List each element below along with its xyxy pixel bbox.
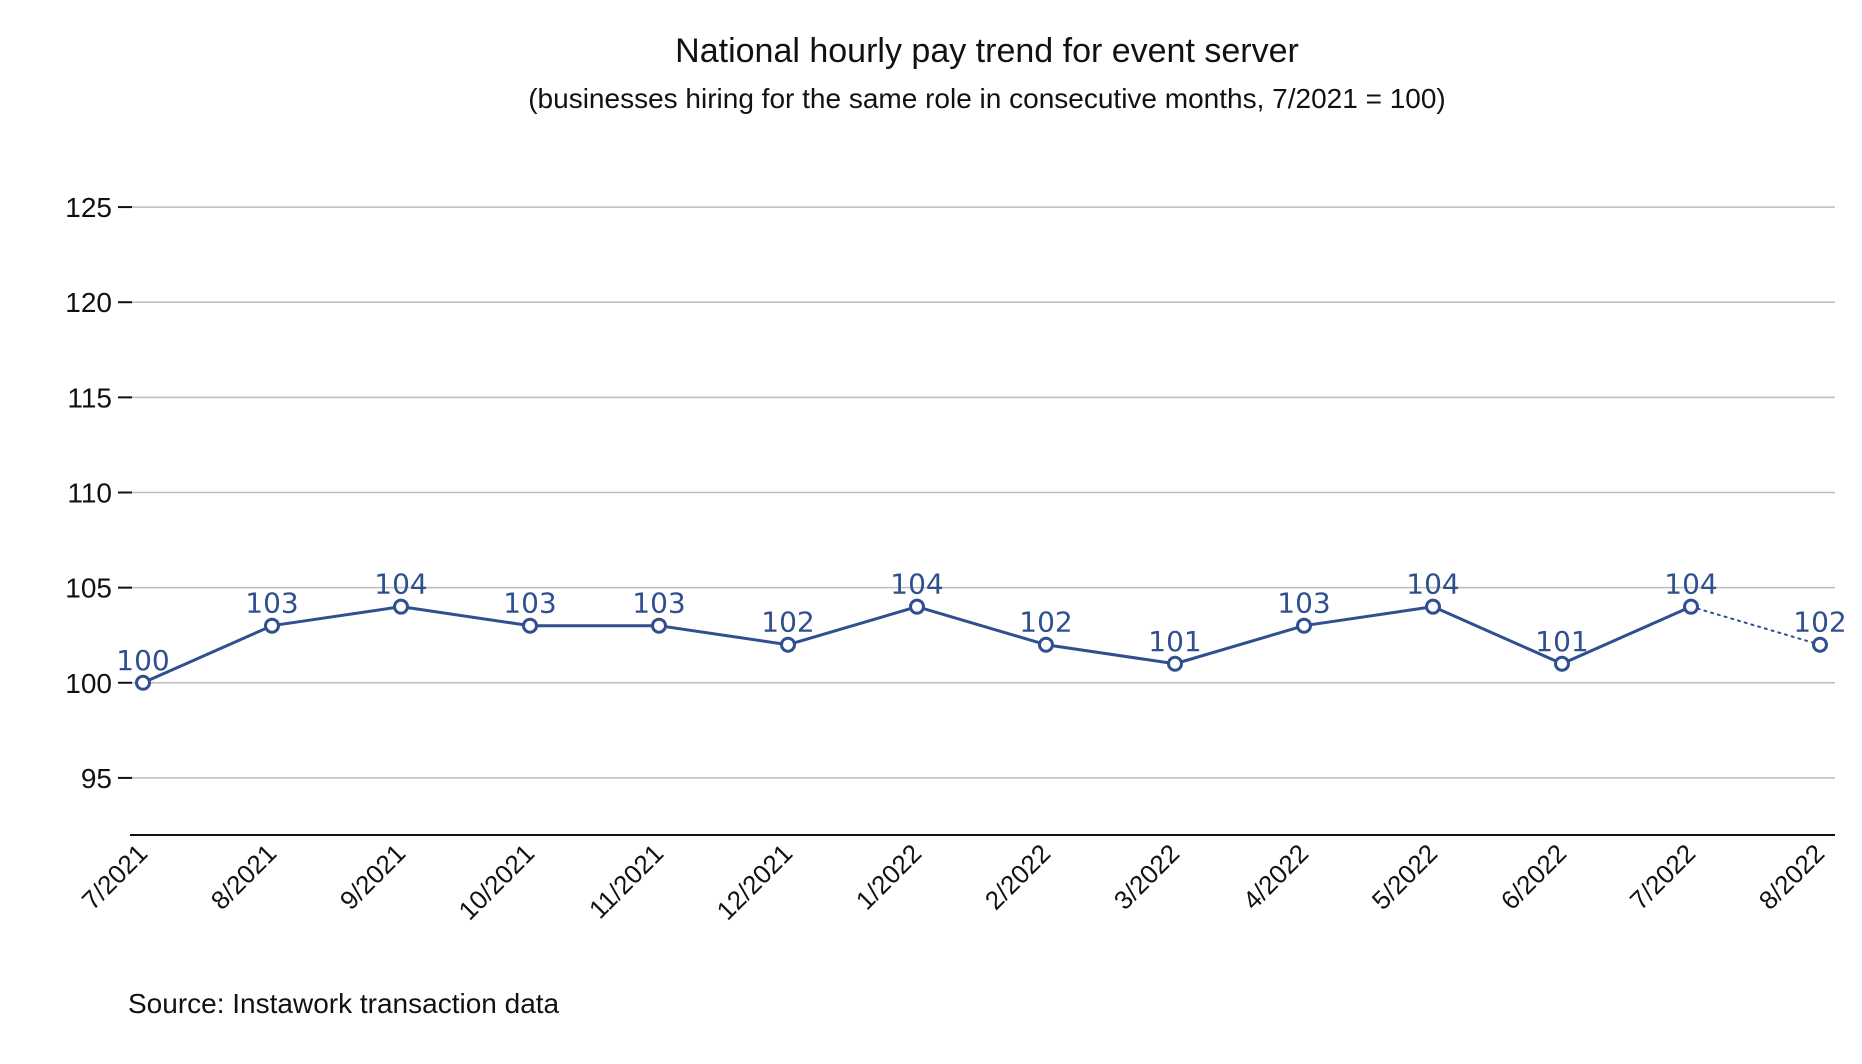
series-line-solid — [142, 605, 1692, 685]
chart-subtitle: (businesses hiring for the same role in … — [528, 83, 1446, 114]
y-tick-label: 110 — [67, 478, 112, 509]
data-point — [1683, 598, 1699, 615]
data-point — [135, 674, 151, 691]
data-label: 102 — [1793, 606, 1846, 639]
data-label: 101 — [1148, 625, 1201, 658]
x-tick-label: 8/2021 — [205, 838, 282, 915]
x-tick-label: 7/2021 — [76, 838, 153, 915]
data-label: 103 — [245, 587, 298, 620]
x-tick-label: 2/2022 — [979, 838, 1056, 915]
chart-title: National hourly pay trend for event serv… — [675, 32, 1299, 70]
data-point — [780, 636, 796, 653]
data-point — [1554, 655, 1570, 672]
data-points — [135, 598, 1828, 691]
data-point — [264, 617, 280, 634]
data-labels: 100 103 104 103 103 102 104 102 101 103 104 101 104 1… — [116, 568, 1846, 677]
data-label: 103 — [503, 587, 556, 620]
x-tick-label: 10/2021 — [453, 838, 541, 926]
source-note: Source: Instawork transaction data — [128, 988, 560, 1019]
data-label: 103 — [1277, 587, 1330, 620]
data-label: 100 — [116, 644, 169, 677]
x-tick-label: 3/2022 — [1108, 838, 1185, 915]
x-tick-label: 9/2021 — [334, 838, 411, 915]
x-tick-label: 4/2022 — [1237, 838, 1314, 915]
data-point — [651, 617, 667, 634]
data-point — [522, 617, 538, 634]
data-point — [393, 598, 409, 615]
series-line-projected — [1690, 605, 1821, 646]
data-label: 103 — [632, 587, 685, 620]
data-label: 102 — [1019, 606, 1072, 639]
y-tick-label: 125 — [65, 192, 112, 223]
data-label: 104 — [374, 568, 427, 601]
data-point — [1167, 655, 1183, 672]
data-point — [1038, 636, 1054, 653]
data-point — [1812, 636, 1828, 653]
data-point — [909, 598, 925, 615]
y-axis: 95 100 105 110 115 120 125 — [65, 192, 132, 794]
x-tick-label: 11/2021 — [583, 838, 669, 924]
data-label: 104 — [1664, 568, 1717, 601]
y-tick-label: 120 — [65, 287, 112, 318]
data-point — [1425, 598, 1441, 615]
data-label: 101 — [1535, 625, 1588, 658]
x-tick-label: 5/2022 — [1366, 838, 1443, 915]
data-label: 104 — [890, 568, 943, 601]
y-tick-label: 105 — [65, 573, 112, 604]
x-tick-label: 6/2022 — [1495, 838, 1572, 915]
x-tick-label: 1/2022 — [850, 838, 927, 915]
x-axis: 7/2021 8/2021 9/2021 10/2021 11/2021 12/2021 1… — [76, 838, 1830, 926]
data-point — [1296, 617, 1312, 634]
y-tick-label: 95 — [81, 763, 112, 794]
data-label: 104 — [1406, 568, 1459, 601]
x-tick-label: 7/2022 — [1624, 838, 1701, 915]
x-tick-label: 8/2022 — [1753, 838, 1830, 915]
data-label: 102 — [761, 606, 814, 639]
y-tick-label: 100 — [65, 668, 112, 699]
gridlines — [130, 206, 1835, 779]
x-tick-label: 12/2021 — [711, 838, 799, 926]
y-tick-label: 115 — [67, 382, 112, 413]
